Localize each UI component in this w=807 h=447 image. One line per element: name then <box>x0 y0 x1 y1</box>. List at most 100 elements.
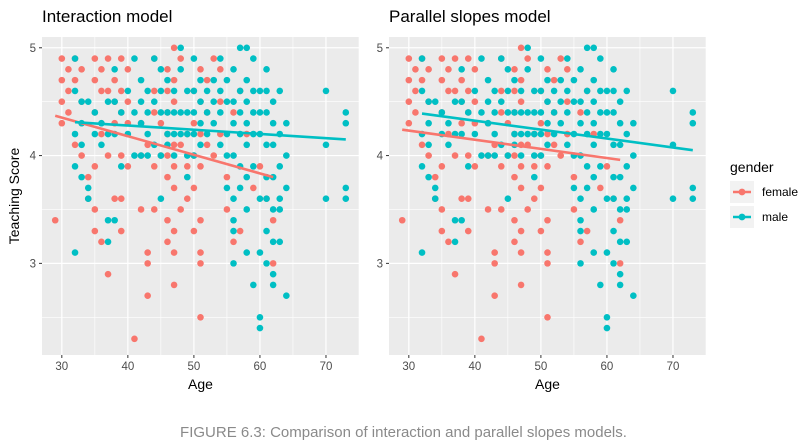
data-point-male <box>250 281 257 289</box>
data-point-female <box>51 216 59 224</box>
data-point-male <box>577 260 584 267</box>
data-point-male <box>577 66 584 73</box>
data-point-male <box>504 195 512 202</box>
data-point-female <box>438 55 446 62</box>
y-tick-label: 3 <box>30 258 36 270</box>
data-point-male <box>137 98 145 105</box>
data-point-female <box>177 206 184 213</box>
data-point-male <box>557 76 565 84</box>
data-point-female <box>150 206 158 213</box>
data-point-female <box>71 141 79 149</box>
data-point-male <box>71 130 79 138</box>
data-point-male <box>557 119 565 127</box>
data-point-male <box>445 141 452 149</box>
data-point-female <box>98 238 105 246</box>
data-point-female <box>405 98 413 105</box>
data-point-female <box>478 335 485 343</box>
data-point-male <box>157 195 165 202</box>
data-point-male <box>283 184 290 192</box>
data-point-female <box>150 87 158 95</box>
data-point-male <box>230 119 237 127</box>
data-point-male <box>616 98 624 105</box>
data-point-male <box>170 87 178 95</box>
y-tick-label: 4 <box>30 151 37 163</box>
data-point-male <box>144 87 151 95</box>
x-axis-label: Age <box>188 376 213 392</box>
data-point-male <box>203 87 211 95</box>
data-point-male <box>603 130 611 138</box>
data-point-male <box>256 324 264 332</box>
data-point-female <box>210 55 218 62</box>
data-point-female <box>438 76 446 84</box>
data-point-female <box>217 98 224 105</box>
x-tick-label: 30 <box>55 361 68 373</box>
data-point-female <box>511 216 518 224</box>
data-point-male <box>583 44 591 52</box>
data-point-male <box>458 216 465 224</box>
data-point-male <box>603 249 611 256</box>
data-point-male <box>537 130 545 138</box>
data-point-female <box>405 119 413 127</box>
data-point-female <box>150 109 158 116</box>
data-point-female <box>197 260 204 267</box>
data-point-male <box>570 76 578 84</box>
data-point-female <box>131 335 138 343</box>
data-point-female <box>497 206 505 213</box>
data-point-male <box>283 292 290 300</box>
data-point-male <box>230 66 237 73</box>
data-point-female <box>458 76 465 84</box>
data-point-male <box>230 195 237 202</box>
data-point-male <box>230 216 237 224</box>
data-point-male <box>544 119 551 127</box>
data-point-male <box>197 119 204 127</box>
data-point-male <box>590 173 598 181</box>
data-point-female <box>464 195 472 202</box>
data-point-female <box>445 66 452 73</box>
data-point-female <box>58 119 66 127</box>
data-point-male <box>458 66 465 73</box>
data-point-female <box>412 87 419 95</box>
x-axis-label: Age <box>535 376 560 392</box>
data-point-male <box>263 260 270 267</box>
data-point-male <box>150 55 158 62</box>
data-point-male <box>71 249 79 256</box>
data-point-female <box>438 227 446 235</box>
data-point-male <box>342 195 350 202</box>
data-point-male <box>243 249 251 256</box>
x-tick-label: 70 <box>667 361 680 373</box>
data-point-female <box>84 173 92 181</box>
data-point-male <box>603 195 611 202</box>
data-point-male <box>630 184 637 192</box>
data-point-male <box>243 206 251 213</box>
data-point-male <box>451 216 459 224</box>
data-point-female <box>438 163 446 170</box>
data-point-female <box>197 313 204 321</box>
data-point-female <box>412 66 419 73</box>
data-point-male <box>603 324 611 332</box>
data-point-female <box>104 55 112 62</box>
data-point-male <box>250 87 257 95</box>
data-point-female <box>203 141 211 149</box>
data-point-male <box>104 238 112 246</box>
data-point-female <box>471 98 479 105</box>
data-point-male <box>511 109 518 116</box>
data-point-female <box>537 184 545 192</box>
data-point-male <box>491 87 498 95</box>
data-point-male <box>322 87 330 95</box>
data-point-male <box>111 98 118 105</box>
data-point-female <box>583 227 591 235</box>
data-point-male <box>689 195 697 202</box>
data-point-male <box>425 173 432 181</box>
data-point-male <box>131 109 138 116</box>
data-point-male <box>269 98 277 105</box>
data-point-female <box>183 195 191 202</box>
data-point-female <box>405 76 413 84</box>
x-tick-label: 70 <box>320 361 333 373</box>
data-point-male <box>491 152 498 159</box>
data-point-female <box>111 195 118 202</box>
data-point-male <box>157 66 165 73</box>
data-point-male <box>236 109 244 116</box>
data-point-male <box>276 195 284 202</box>
data-point-male <box>431 184 439 192</box>
data-point-male <box>342 184 350 192</box>
